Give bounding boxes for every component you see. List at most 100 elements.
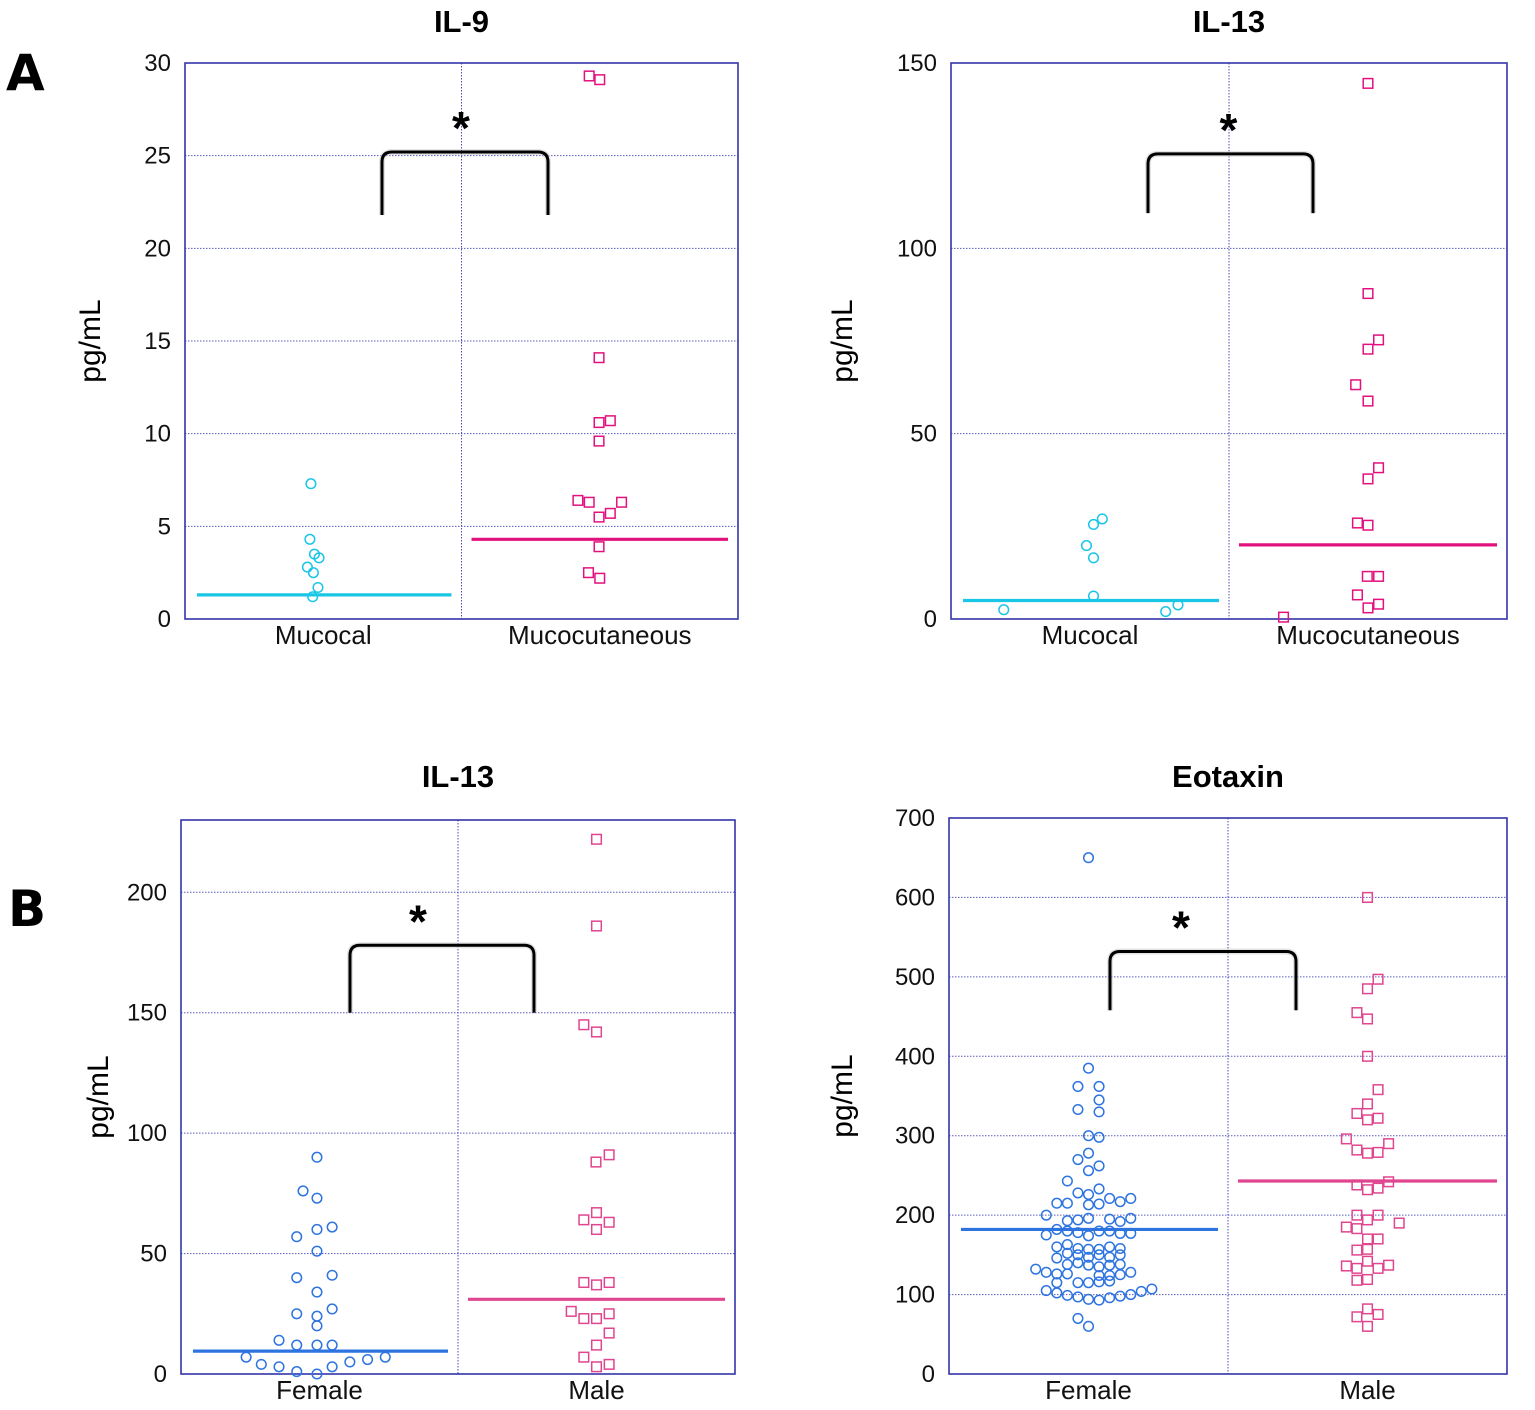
data-point-female-69 xyxy=(1072,1277,1084,1289)
data-point-female-14 xyxy=(1093,1183,1105,1195)
data-point-mucocal-6 xyxy=(312,581,324,594)
data-point-male-0 xyxy=(1361,891,1374,903)
category-label-male: Male xyxy=(568,1375,624,1405)
data-point-male-11 xyxy=(1340,1133,1352,1145)
data-point-female-26 xyxy=(1072,1214,1084,1226)
data-point-mucocutaneous-3 xyxy=(1373,334,1385,346)
data-point-female-61 xyxy=(1040,1266,1052,1278)
data-point-male-33 xyxy=(1340,1260,1352,1272)
data-point-mucocutaneous-5 xyxy=(1362,395,1374,407)
data-point-mucocutaneous-4 xyxy=(604,415,616,427)
plot-frame xyxy=(184,62,739,620)
data-point-male-32 xyxy=(1372,1262,1384,1274)
data-point-male-29 xyxy=(1361,1243,1374,1255)
data-point-male-31 xyxy=(1361,1255,1374,1267)
data-point-female-43 xyxy=(1082,1243,1095,1255)
y-tick-label-200: 200 xyxy=(127,879,167,906)
data-point-female-3 xyxy=(291,1231,303,1243)
data-point-female-4 xyxy=(1093,1094,1105,1106)
data-point-female-59 xyxy=(1114,1258,1126,1270)
data-point-male-18 xyxy=(603,1327,615,1339)
data-point-male-1 xyxy=(1372,973,1384,985)
data-point-mucocutaneous-2 xyxy=(1362,343,1374,355)
data-point-mucocutaneous-9 xyxy=(1362,519,1374,531)
y-tick-label-50: 50 xyxy=(140,1241,167,1268)
data-point-mucocutaneous-12 xyxy=(1351,589,1363,601)
data-point-male-2 xyxy=(578,1019,590,1031)
y-axis-label: pg/mL xyxy=(826,1054,859,1137)
data-point-female-31 xyxy=(1040,1229,1052,1241)
y-tick-label-0: 0 xyxy=(922,1361,935,1388)
chart-eotaxin-sex: 0 100 200 300 400 500 600 700 pg/mL Eotaxin Female… xyxy=(826,759,1508,1405)
data-point-female-25 xyxy=(1061,1215,1073,1227)
data-point-male-10 xyxy=(578,1276,590,1289)
data-point-female-42 xyxy=(1072,1242,1084,1255)
data-point-male-22 xyxy=(1361,1214,1374,1226)
data-point-female-5 xyxy=(326,1221,338,1233)
data-point-male-8 xyxy=(1351,1107,1363,1120)
bracket-shadow xyxy=(1145,150,1316,214)
data-point-female-45 xyxy=(1104,1241,1116,1253)
data-point-female-0 xyxy=(311,1151,323,1163)
plot-frame xyxy=(948,817,1508,1375)
data-point-female-79 xyxy=(1104,1292,1116,1304)
data-point-female-60 xyxy=(1030,1263,1042,1275)
significance-asterisk: * xyxy=(452,102,470,154)
data-point-female-44 xyxy=(1093,1243,1105,1255)
data-point-female-11 xyxy=(311,1310,323,1322)
y-tick-label-200: 200 xyxy=(895,1202,935,1229)
data-point-mucocal-3 xyxy=(313,552,325,564)
data-point-female-71 xyxy=(1093,1276,1105,1288)
data-point-female-12 xyxy=(1082,1165,1095,1177)
chart-il13-sex: 0 50 100 150 200 pg/mL IL-13 Female Male * xyxy=(82,759,736,1405)
data-point-male-11 xyxy=(590,1279,603,1291)
data-point-male-3 xyxy=(1351,1007,1363,1019)
y-tick-label-20: 20 xyxy=(144,235,171,262)
data-point-mucocutaneous-8 xyxy=(616,496,628,508)
data-point-male-28 xyxy=(1351,1244,1363,1256)
data-point-male-10 xyxy=(1361,1114,1374,1126)
y-tick-label-300: 300 xyxy=(895,1123,935,1150)
y-tick-label-150: 150 xyxy=(897,50,937,77)
y-tick-label-15: 15 xyxy=(144,328,171,355)
data-point-mucocal-3 xyxy=(1087,552,1100,564)
chart-title: IL-13 xyxy=(1193,4,1265,39)
data-point-female-14 xyxy=(273,1334,285,1346)
data-point-female-47 xyxy=(1051,1252,1063,1264)
y-tick-label-0: 0 xyxy=(154,1361,167,1388)
data-point-male-34 xyxy=(1383,1259,1395,1271)
data-point-female-16 xyxy=(311,1339,323,1351)
data-point-female-1 xyxy=(297,1185,309,1197)
data-point-female-26 xyxy=(379,1351,391,1363)
data-point-male-36 xyxy=(1361,1273,1374,1286)
data-point-mucocutaneous-7 xyxy=(583,496,595,508)
y-tick-label-50: 50 xyxy=(910,421,937,448)
y-tick-label-10: 10 xyxy=(144,421,171,448)
data-point-female-9 xyxy=(1082,1147,1095,1159)
data-point-female-41 xyxy=(1061,1238,1073,1251)
significance-bracket xyxy=(348,943,536,1013)
data-point-female-28 xyxy=(1104,1213,1116,1225)
data-point-mucocutaneous-7 xyxy=(1362,473,1374,485)
data-point-mucocutaneous-1 xyxy=(594,74,606,86)
y-axis-label: pg/mL xyxy=(74,299,107,382)
data-point-mucocutaneous-13 xyxy=(594,572,606,584)
y-tick-label-0: 0 xyxy=(924,606,937,633)
data-point-mucocutaneous-13 xyxy=(1362,602,1374,614)
data-point-male-24 xyxy=(1340,1221,1352,1233)
data-point-female-30 xyxy=(1125,1212,1137,1224)
bracket-shadow xyxy=(1107,948,1299,1011)
y-tick-label-500: 500 xyxy=(895,964,935,991)
data-point-female-9 xyxy=(311,1286,323,1298)
y-tick-label-150: 150 xyxy=(127,1000,167,1027)
bracket-shadow xyxy=(379,148,551,215)
data-point-female-2 xyxy=(311,1192,323,1204)
data-point-mucocutaneous-1 xyxy=(1362,288,1374,300)
data-point-female-23 xyxy=(1125,1192,1137,1205)
category-label-mucocal: Mucocal xyxy=(1042,620,1139,650)
data-point-female-23 xyxy=(326,1361,338,1373)
plot-frame xyxy=(950,62,1508,620)
data-point-female-13 xyxy=(311,1320,323,1332)
data-point-male-37 xyxy=(1361,1303,1374,1315)
data-point-female-57 xyxy=(1093,1261,1105,1273)
